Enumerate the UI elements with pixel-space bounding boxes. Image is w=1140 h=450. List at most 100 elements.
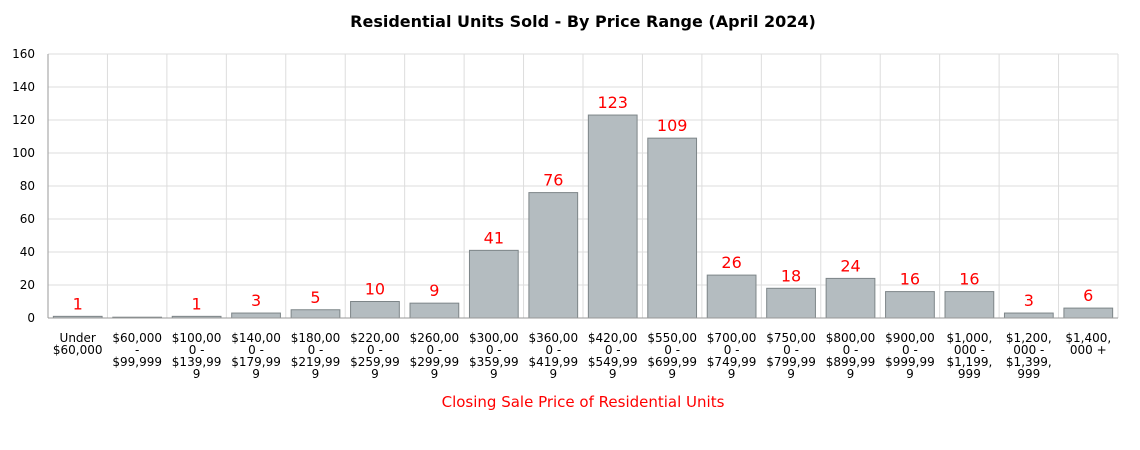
data-label: 3	[1024, 291, 1034, 310]
x-tick-label: 999	[1017, 367, 1040, 381]
x-axis-label: Closing Sale Price of Residential Units	[441, 393, 725, 411]
x-tick-label: $1,199,	[946, 355, 992, 369]
bars	[52, 114, 1114, 319]
data-label: 9	[429, 281, 439, 300]
x-tick-label: 9	[312, 367, 320, 381]
x-tick-label: 9	[431, 367, 439, 381]
x-tick-label: 9	[847, 367, 855, 381]
data-label: 123	[597, 93, 628, 112]
x-tick-label: 0 -	[724, 343, 740, 357]
y-tick-label: 20	[20, 278, 35, 292]
chart-title: Residential Units Sold - By Price Range …	[350, 12, 816, 31]
x-tick-label: $99,999	[112, 355, 162, 369]
y-tick-label: 100	[12, 146, 35, 160]
y-tick-label: 160	[12, 47, 35, 61]
x-tick-label: $900,00	[885, 331, 935, 345]
x-tick-label: Under	[60, 331, 96, 345]
data-label: 6	[1083, 286, 1093, 305]
x-tick-label: $419,99	[528, 355, 578, 369]
x-tick-label: 0 -	[843, 343, 859, 357]
data-label: 24	[840, 256, 860, 275]
data-label: 18	[781, 266, 801, 285]
bar	[706, 274, 757, 319]
x-tick-label: $179,99	[231, 355, 281, 369]
bar	[1003, 312, 1054, 319]
y-tick-label: 80	[20, 179, 35, 193]
y-tick-label: 40	[20, 245, 35, 259]
bar	[885, 291, 935, 319]
x-tick-label: 9	[609, 367, 617, 381]
x-tick-label: 0 -	[426, 343, 442, 357]
x-tick-label: $1,400,	[1065, 331, 1111, 345]
bar	[944, 291, 995, 319]
x-tick-label: $360,00	[528, 331, 578, 345]
x-tick-label: $300,00	[469, 331, 519, 345]
bar	[528, 192, 579, 319]
x-tick-label: 000 -	[1013, 343, 1044, 357]
x-tick-label: 000 +	[1070, 343, 1107, 357]
x-tick-label: $750,00	[766, 331, 816, 345]
x-tick-label: 9	[787, 367, 795, 381]
data-label: 5	[310, 288, 320, 307]
x-tick-label: -	[135, 343, 139, 357]
x-tick-label: $549,99	[588, 355, 638, 369]
y-tick-label: 60	[20, 212, 35, 226]
x-tick-label: 9	[252, 367, 260, 381]
bar	[766, 287, 816, 319]
x-tick-label: $749,99	[707, 355, 757, 369]
gridlines	[47, 53, 1119, 319]
x-tick-label: 0 -	[605, 343, 621, 357]
x-tick-label: 9	[906, 367, 914, 381]
y-tick-label: 120	[12, 113, 35, 127]
y-tick-label: 0	[27, 311, 35, 325]
x-tick-label: 9	[490, 367, 498, 381]
x-tick-label: $100,00	[172, 331, 222, 345]
data-label: 26	[721, 253, 741, 272]
x-tick-label: 0 -	[902, 343, 918, 357]
bar	[825, 277, 876, 319]
x-tick-labels: Under$60,000$60,000-$99,999$100,000 -$13…	[53, 331, 1111, 381]
x-tick-label: $60,000	[53, 343, 103, 357]
x-tick-label: 0 -	[486, 343, 502, 357]
data-label: 1	[73, 294, 83, 313]
x-tick-label: $1,399,	[1006, 355, 1052, 369]
bar	[647, 137, 698, 319]
x-tick-label: $220,00	[350, 331, 400, 345]
x-tick-label: 9	[668, 367, 676, 381]
x-tick-label: $260,00	[410, 331, 460, 345]
x-tick-label: $140,00	[231, 331, 281, 345]
x-tick-label: $359,99	[469, 355, 519, 369]
data-label: 76	[543, 171, 563, 190]
axes	[47, 54, 1118, 319]
x-tick-label: $139,99	[172, 355, 222, 369]
x-tick-label: $550,00	[647, 331, 697, 345]
y-tick-label: 140	[12, 80, 35, 94]
x-tick-label: $699,99	[647, 355, 697, 369]
bar	[468, 249, 519, 319]
x-tick-label: 9	[549, 367, 557, 381]
data-label: 16	[900, 270, 920, 289]
bar	[409, 302, 460, 319]
x-tick-label: $299,99	[410, 355, 460, 369]
x-tick-label: 9	[193, 367, 201, 381]
data-label: 10	[365, 280, 385, 299]
x-tick-label: $219,99	[291, 355, 341, 369]
x-tick-label: $180,00	[291, 331, 341, 345]
x-tick-label: 000 -	[954, 343, 985, 357]
x-tick-label: 999	[958, 367, 981, 381]
bar	[1063, 307, 1114, 319]
data-label: 1	[192, 294, 202, 313]
x-tick-label: 0 -	[189, 343, 205, 357]
x-tick-label: $60,000	[112, 331, 162, 345]
x-tick-label: $800,00	[826, 331, 876, 345]
data-label: 41	[484, 228, 504, 247]
x-tick-label: 0 -	[545, 343, 561, 357]
x-tick-label: $700,00	[707, 331, 757, 345]
x-tick-label: $1,000,	[946, 331, 992, 345]
x-tick-label: $420,00	[588, 331, 638, 345]
x-tick-label: 0 -	[664, 343, 680, 357]
x-tick-label: $899,99	[826, 355, 876, 369]
x-tick-label: $259,99	[350, 355, 400, 369]
y-tick-labels: 0 20 40 60 80 100 120 140 160	[12, 47, 35, 325]
data-label: 109	[657, 116, 688, 135]
